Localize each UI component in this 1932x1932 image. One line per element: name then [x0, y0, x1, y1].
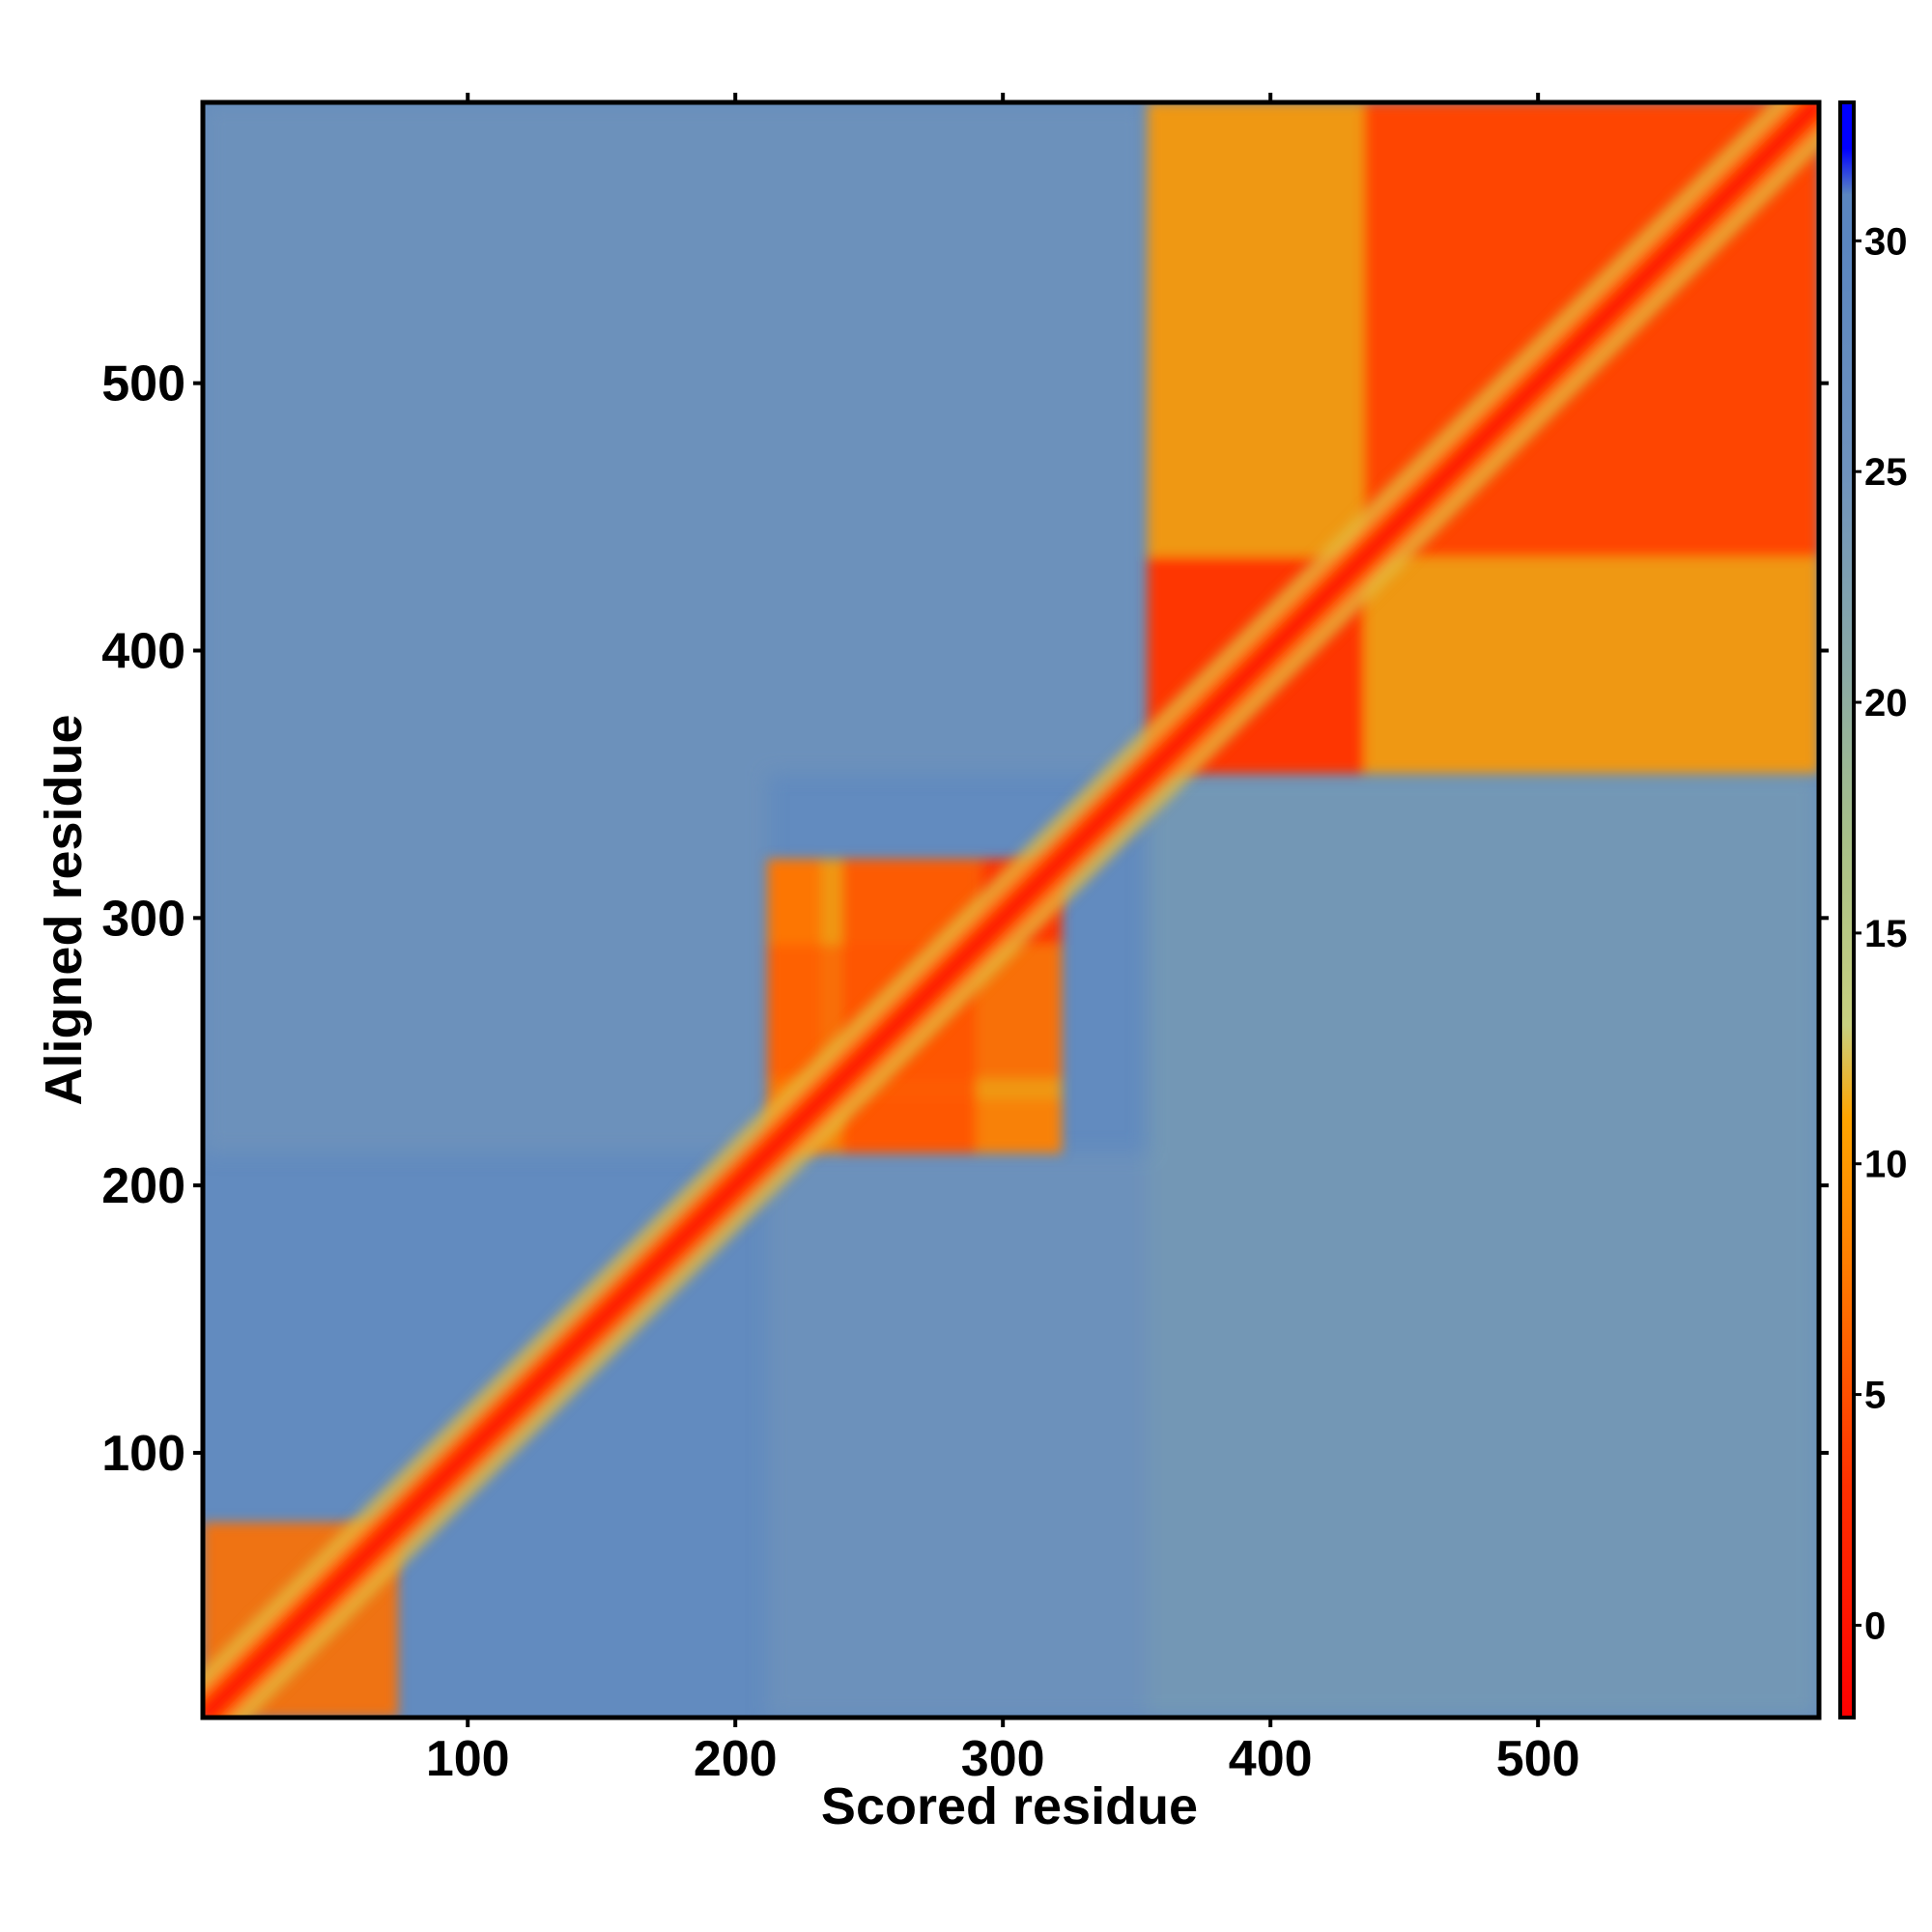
- colorbar-tick-label: 0: [1864, 1605, 1886, 1647]
- light-region-4: [203, 773, 768, 1153]
- heatmap-cells: [203, 102, 1819, 1718]
- light-region-3: [767, 1152, 1148, 1718]
- y-axis-ticks: 100 200 300 400 500: [101, 356, 1829, 1482]
- diagonal-band: [203, 102, 1819, 1718]
- colorbar-tick-label: 15: [1864, 913, 1908, 955]
- y-tick-label: 200: [101, 1158, 185, 1214]
- y-tick-label: 400: [101, 623, 185, 679]
- colorbar-tick-label: 10: [1864, 1144, 1908, 1186]
- diagonal-band-group: [203, 102, 1819, 1718]
- light-region-group: [203, 102, 1819, 1718]
- light-region-1: [1147, 773, 1819, 1718]
- plot-frame: [200, 99, 1822, 1720]
- x-tick-label: 400: [1229, 1731, 1313, 1787]
- y-axis-title: Aligned residue: [35, 714, 93, 1105]
- colorbar-tick-label: 20: [1864, 682, 1908, 724]
- colorbar-tick-label: 5: [1864, 1375, 1886, 1417]
- light-region-2: [203, 102, 1148, 774]
- x-tick-label: 500: [1496, 1731, 1580, 1787]
- y-tick-label: 500: [101, 356, 185, 412]
- x-axis-ticks: 100 200 300 400 500: [426, 93, 1580, 1787]
- x-tick-label: 200: [694, 1731, 778, 1787]
- y-tick-label: 100: [101, 1426, 185, 1482]
- y-tick-label: 300: [101, 891, 185, 947]
- x-tick-label: 100: [426, 1731, 510, 1787]
- colorbar-ticks: 0 5 10 15 20 25 30: [1854, 220, 1908, 1647]
- colorbar: [1838, 100, 1856, 1719]
- x-axis-title: Scored residue: [821, 1777, 1198, 1835]
- colorbar-tick-label: 25: [1864, 451, 1908, 494]
- colorbar-tick-label: 30: [1864, 220, 1908, 263]
- x-tick-label: 300: [961, 1731, 1045, 1787]
